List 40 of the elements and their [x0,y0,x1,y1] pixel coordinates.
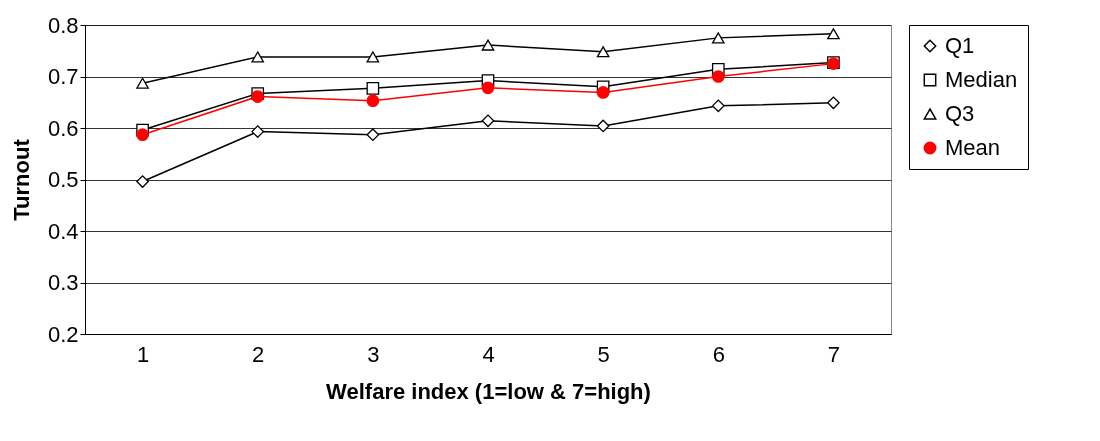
x-tick-label: 2 [252,341,265,367]
x-tick-label: 1 [136,341,150,367]
point [366,51,380,63]
x-tick-label: 5 [597,341,610,367]
x-tick-label: 3 [367,341,380,367]
point [366,81,380,95]
point [366,94,380,108]
x-tick-label: 6 [712,341,725,367]
y-tick-label: 0.7 [47,64,79,89]
point [596,46,610,58]
point [136,128,149,142]
legend-label: Median [945,67,1018,92]
point [596,119,610,133]
y-tick-label: 0.2 [47,321,79,347]
y-tick-label: 0.8 [47,12,79,38]
x-tick-label: 7 [827,341,841,367]
point [711,70,725,83]
y-tick-label: 0.4 [47,218,79,244]
y-tick-label: 0.5 [47,167,79,192]
x-tick-label: 4 [482,341,495,367]
point [136,175,149,188]
legend-label: Q1 [945,33,975,58]
y-axis-title: Turnout [8,138,34,221]
point [827,28,840,40]
point [481,39,495,51]
point [136,77,149,89]
point [711,99,725,113]
point [366,128,380,142]
point [711,32,725,44]
y-tick-label: 0.3 [47,270,79,295]
y-tick-label: 0.6 [47,115,79,141]
point [481,81,495,95]
point [251,51,265,63]
point [827,96,840,110]
point [596,86,610,99]
legend-label: Q3 [945,101,975,126]
point [481,114,495,128]
legend-label: Mean [945,135,1001,160]
x-axis-title: Welfare index (1=low & 7=high) [326,378,651,404]
point [251,125,265,138]
